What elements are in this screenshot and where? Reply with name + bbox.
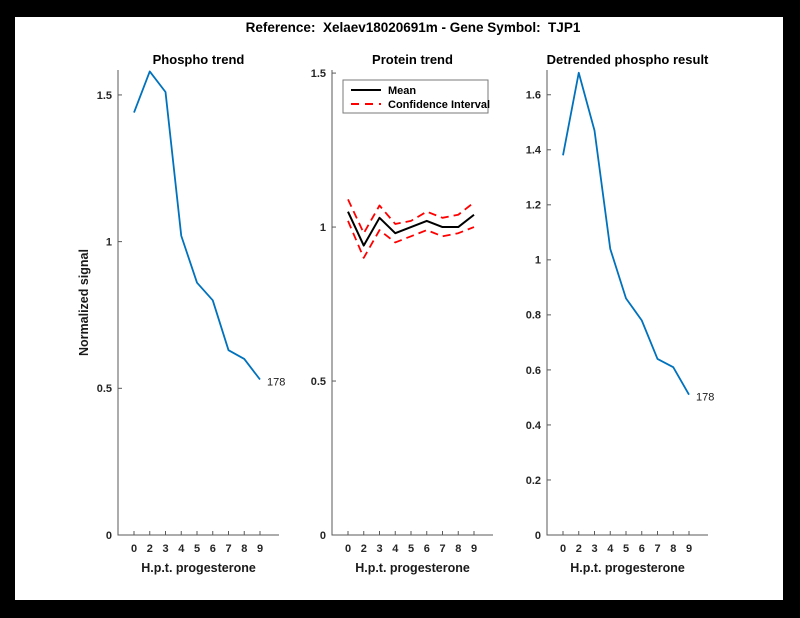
x-tick-label: 5 — [623, 543, 629, 555]
subplot-2: Detrended phospho result 0 0.2 0.4 0.6 0.8 1 1.… — [526, 52, 715, 575]
x-tick-label: 8 — [241, 543, 247, 555]
endpoint-annotation: 178 — [696, 392, 714, 404]
axes-frame — [331, 70, 493, 536]
ci-lower-line — [347, 220, 475, 259]
y-tick-label: 1.2 — [526, 200, 541, 212]
x-tick-label: 0 — [131, 543, 137, 555]
y-tick-label: 0.4 — [526, 420, 542, 432]
axes-frame — [546, 70, 708, 536]
x-tick-label: 0 — [560, 543, 566, 555]
figure-canvas: Phospho trend 0 0.5 1 1.5 0 2 3 4 5 6 7 8 9 H.p.t. pro… — [15, 17, 783, 600]
endpoint-annotation: 178 — [267, 377, 285, 389]
x-tick-label: 4 — [607, 543, 614, 555]
legend-label: Confidence Interval — [388, 99, 490, 111]
x-axis-label: H.p.t. progesterone — [141, 561, 256, 575]
x-tick-label: 5 — [194, 543, 200, 555]
phospho-trend-line — [133, 70, 261, 381]
x-tick-label: 2 — [576, 543, 582, 555]
y-tick-label: 0.6 — [526, 365, 541, 377]
subplot-title: Protein trend — [372, 52, 453, 67]
x-tick-label: 6 — [424, 543, 430, 555]
x-tick-label: 0 — [345, 543, 351, 555]
detrended-phospho-line — [562, 71, 690, 396]
mean-line — [347, 211, 475, 247]
y-tick-label: 1.4 — [526, 145, 542, 157]
x-tick-label: 7 — [225, 543, 231, 555]
subplot-title: Detrended phospho result — [547, 52, 709, 67]
x-tick-label: 4 — [178, 543, 185, 555]
axes-frame — [117, 70, 279, 536]
x-tick-label: 6 — [210, 543, 216, 555]
legend-box — [342, 79, 489, 114]
figure-title: Reference: Xelaev18020691m - Gene Symbol… — [245, 20, 581, 35]
y-tick-label: 1 — [106, 236, 112, 248]
y-tick-label: 1.5 — [311, 68, 326, 80]
x-tick-label: 8 — [670, 543, 676, 555]
x-axis-label: H.p.t. progesterone — [570, 561, 685, 575]
x-tick-label: 7 — [654, 543, 660, 555]
x-tick-label: 8 — [455, 543, 461, 555]
y-tick-label: 0 — [320, 530, 326, 542]
x-tick-label: 3 — [162, 543, 168, 555]
legend: Mean Confidence Interval — [342, 79, 490, 114]
x-tick-label: 9 — [686, 543, 692, 555]
subplot-title: Phospho trend — [153, 52, 245, 67]
y-tick-label: 1 — [320, 222, 326, 234]
y-tick-label: 0.2 — [526, 475, 541, 487]
legend-label: Mean — [388, 85, 416, 97]
x-axis-label: H.p.t. progesterone — [355, 561, 470, 575]
x-tick-label: 4 — [392, 543, 399, 555]
x-tick-label: 5 — [408, 543, 414, 555]
y-tick-label: 1.6 — [526, 90, 541, 102]
y-tick-label: 0 — [106, 530, 112, 542]
y-tick-label: 0.8 — [526, 310, 541, 322]
y-axis-label: Normalized signal — [77, 249, 91, 356]
y-tick-label: 1.5 — [97, 90, 112, 102]
x-tick-label: 3 — [376, 543, 382, 555]
x-tick-label: 2 — [361, 543, 367, 555]
x-tick-label: 6 — [639, 543, 645, 555]
y-tick-label: 0 — [535, 530, 541, 542]
x-tick-label: 3 — [591, 543, 597, 555]
y-tick-label: 0.5 — [97, 383, 112, 395]
x-tick-label: 7 — [439, 543, 445, 555]
ci-upper-line — [347, 198, 475, 235]
x-tick-label: 9 — [257, 543, 263, 555]
y-tick-label: 1 — [535, 255, 541, 267]
x-tick-label: 2 — [147, 543, 153, 555]
x-tick-label: 9 — [471, 543, 477, 555]
y-tick-label: 0.5 — [311, 376, 326, 388]
